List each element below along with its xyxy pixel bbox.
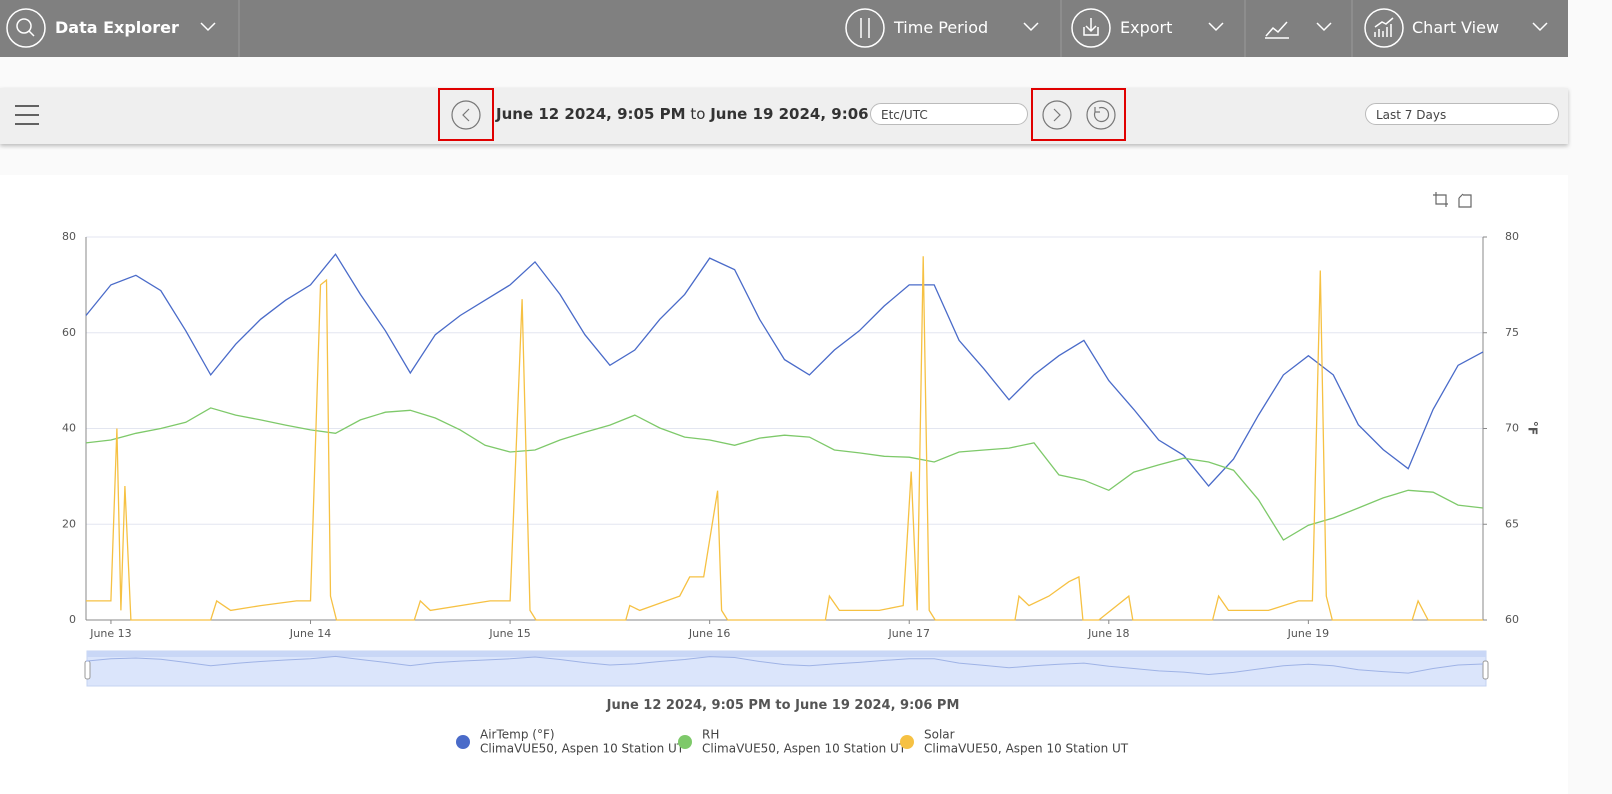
menu-item[interactable]: Chart View: [1412, 18, 1500, 37]
app-title[interactable]: Data Explorer: [55, 18, 179, 37]
y2-tick-label: 65: [1505, 517, 1519, 530]
to-label: to: [775, 698, 790, 713]
legend-source: ClimaVUE50, Aspen 10 Station UT: [924, 742, 1129, 756]
y2-tick-label: 80: [1505, 230, 1519, 243]
top-bar: Data Explorer Time Period Export Chart V…: [0, 0, 1568, 57]
series-line: [85, 407, 1484, 541]
legend-source: ClimaVUE50, Aspen 10 Station UT: [702, 742, 907, 756]
top-icons: [6, 0, 1548, 57]
y-tick-label: 0: [69, 613, 76, 626]
x-tick-label: June 14: [289, 627, 331, 640]
y2-tick-label: 75: [1505, 326, 1519, 339]
legend-marker: [900, 735, 914, 749]
series-line: [86, 256, 1483, 621]
legend-marker: [678, 735, 692, 749]
range-label: June 12 2024, 9:05 PM to June 19 2024, 9…: [606, 698, 960, 713]
legend-name: Solar: [924, 728, 955, 742]
y-tick-label: 20: [62, 517, 76, 530]
date-range: June 12 2024, 9:05 PM to June 19 2024, 9…: [496, 105, 900, 123]
x-tick-label: June 13: [89, 627, 131, 640]
end-date: June 19 2024, 9:06 PM: [710, 105, 900, 123]
to-label: to: [690, 105, 706, 123]
chart: June 12 2024, 9:05 PM to June 19 2024, 9…: [62, 192, 1540, 756]
start-date: June 12 2024, 9:05 PM: [496, 105, 686, 123]
navigator-line: [85, 655, 1484, 676]
x-tick-label: June 17: [888, 627, 930, 640]
end-date: June 19 2024, 9:06 PM: [794, 698, 959, 713]
range-select[interactable]: Last 7 Days: [1365, 103, 1559, 125]
legend-name: AirTemp (°F): [480, 728, 555, 742]
legend-marker: [456, 735, 470, 749]
navigator-handle[interactable]: [84, 660, 91, 680]
legend-source: ClimaVUE50, Aspen 10 Station UT: [480, 742, 685, 756]
series-line: [85, 253, 1484, 487]
x-tick-label: June 16: [688, 627, 730, 640]
y-tick-label: 40: [62, 422, 76, 435]
y-tick-label: 60: [62, 326, 76, 339]
x-tick-label: June 18: [1087, 627, 1129, 640]
start-date: June 12 2024, 9:05 PM: [606, 698, 771, 713]
navigator-handle-bar[interactable]: [87, 651, 1486, 657]
y2-axis-label: °F: [1526, 421, 1540, 435]
y2-tick-label: 70: [1505, 422, 1519, 435]
timezone-select[interactable]: Etc/UTC: [870, 103, 1028, 125]
toolbar: June 12 2024, 9:05 PM to June 19 2024, 9…: [0, 88, 1568, 144]
x-tick-label: June 19: [1287, 627, 1329, 640]
menu-item[interactable]: Export: [1120, 18, 1173, 37]
chart-panel: [0, 175, 1568, 794]
legend-name: RH: [702, 728, 719, 742]
y2-tick-label: 60: [1505, 613, 1519, 626]
menu-item[interactable]: Time Period: [894, 18, 989, 37]
zoom-icons[interactable]: [1433, 192, 1472, 208]
x-tick-label: June 15: [488, 627, 530, 640]
navigator-handle[interactable]: [1482, 660, 1489, 680]
y-tick-label: 80: [62, 230, 76, 243]
